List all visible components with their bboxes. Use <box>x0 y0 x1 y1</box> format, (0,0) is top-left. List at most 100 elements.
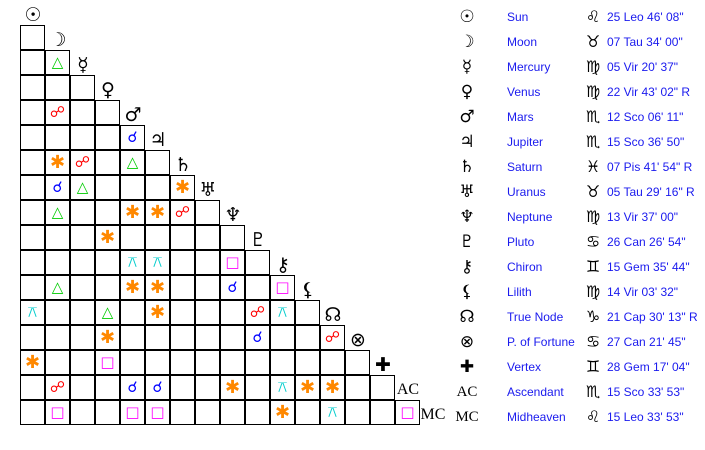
aspect-trine-icon: △ <box>95 300 120 325</box>
body-row-mercury: ☿ Mercury ♍ 05 Vir 20' 37" <box>455 55 705 80</box>
grid-cell <box>20 100 45 125</box>
grid-cell <box>120 325 145 350</box>
zodiac-sign-icon: ♓ <box>585 157 601 176</box>
aspect-sextile-icon: ✱ <box>145 275 170 300</box>
grid-cell <box>45 300 70 325</box>
grid-cell <box>245 275 270 300</box>
body-name: True Node <box>507 310 564 324</box>
aspect-square-icon: □ <box>220 250 245 275</box>
grid-cell <box>70 100 95 125</box>
grid-cell <box>195 225 220 250</box>
grid-cell <box>70 75 95 100</box>
grid-cell <box>20 250 45 275</box>
aspect-sextile-icon: ✱ <box>145 300 170 325</box>
aspect-trine-icon: △ <box>45 275 70 300</box>
grid-cell <box>295 325 320 350</box>
grid-saturn-icon: ♄ <box>174 153 192 176</box>
aspect-quincunx-icon: ⚻ <box>145 250 170 275</box>
grid-cell <box>70 225 95 250</box>
grid-cell <box>20 75 45 100</box>
grid-cell <box>345 375 370 400</box>
aspect-opposition-icon: ☍ <box>320 325 345 350</box>
grid-neptune-icon: ♆ <box>224 203 242 226</box>
ascendant-icon: AC <box>456 384 478 400</box>
grid-cell <box>70 275 95 300</box>
grid-cell <box>270 350 295 375</box>
pluto-icon: ♇ <box>459 232 475 252</box>
grid-cell <box>245 250 270 275</box>
zodiac-sign-icon: ♏ <box>585 132 601 151</box>
aspect-sextile-icon: ✱ <box>20 350 45 375</box>
grid-cell <box>245 400 270 425</box>
zodiac-sign-icon: ♊ <box>585 257 601 276</box>
grid-cell <box>20 225 45 250</box>
grid-cell <box>120 225 145 250</box>
zodiac-sign-icon: ♍ <box>585 82 601 101</box>
aspect-sextile-icon: ✱ <box>120 200 145 225</box>
zodiac-sign-icon: ♍ <box>585 282 601 301</box>
true-node-icon: ☊ <box>459 307 475 327</box>
grid-cell <box>120 175 145 200</box>
aspect-sextile-icon: ✱ <box>220 375 245 400</box>
grid-cell <box>170 325 195 350</box>
body-position: 07 Tau 34' 00" <box>607 35 683 49</box>
body-name: Pluto <box>507 235 535 249</box>
aspect-quincunx-icon: ⚻ <box>270 375 295 400</box>
grid-cell <box>195 325 220 350</box>
grid-cell <box>95 100 120 125</box>
grid-jupiter-icon: ♃ <box>149 128 167 151</box>
grid-cell <box>70 125 95 150</box>
grid-cell <box>145 175 170 200</box>
aspect-sextile-icon: ✱ <box>145 200 170 225</box>
uranus-icon: ♅ <box>459 182 475 202</box>
grid-cell <box>95 150 120 175</box>
body-name: Lilith <box>507 285 532 299</box>
aspect-sextile-icon: ✱ <box>270 400 295 425</box>
body-name: Uranus <box>507 185 546 199</box>
aspect-opposition-icon: ☍ <box>70 150 95 175</box>
grid-p-of-fortune-icon: ⊗ <box>350 328 366 351</box>
body-row-true-node: ☊ True Node ♑ 21 Cap 30' 13" R <box>455 305 705 330</box>
body-row-mars: ♂ Mars ♏ 12 Sco 06' 11" <box>455 105 705 130</box>
p-of-fortune-icon: ⊗ <box>459 332 475 352</box>
aspect-sextile-icon: ✱ <box>320 375 345 400</box>
aspect-grid: ☉ ☽ ☿ △ ♀ ♂ ☍ ♃ ☌ ♄ ✱ ☍ △ ♅ ☌ △ ✱ ♆ △ ✱ ✱ ☍ ♇ ✱ ⚷ ⚻ ⚻ □ ⚸ △ ✱ ✱ ☌ □ ☊ ⚻ △ ✱ ☍ ⚻… <box>20 5 445 425</box>
grid-cell <box>70 350 95 375</box>
grid-cell <box>170 375 195 400</box>
aspect-sextile-icon: ✱ <box>95 225 120 250</box>
grid-vertex-icon: ✚ <box>375 353 391 376</box>
mercury-icon: ☿ <box>461 57 473 77</box>
grid-cell <box>20 125 45 150</box>
grid-cell <box>345 400 370 425</box>
saturn-icon: ♄ <box>459 157 475 177</box>
zodiac-sign-icon: ♉ <box>585 32 601 51</box>
body-position: 13 Vir 37' 00" <box>607 210 679 224</box>
grid-cell <box>70 250 95 275</box>
body-name: Neptune <box>507 210 553 224</box>
aspect-opposition-icon: ☍ <box>45 100 70 125</box>
grid-cell <box>95 400 120 425</box>
grid-cell <box>245 375 270 400</box>
aspect-square-icon: □ <box>145 400 170 425</box>
body-name: Moon <box>507 35 538 49</box>
grid-cell <box>245 350 270 375</box>
aspect-opposition-icon: ☍ <box>45 375 70 400</box>
body-row-venus: ♀ Venus ♍ 22 Vir 43' 02" R <box>455 80 705 105</box>
grid-cell <box>95 275 120 300</box>
grid-cell <box>45 325 70 350</box>
body-position: 07 Pis 41' 54" R <box>607 160 693 174</box>
grid-cell <box>370 375 395 400</box>
jupiter-icon: ♃ <box>459 132 475 152</box>
grid-cell <box>95 375 120 400</box>
grid-cell <box>195 250 220 275</box>
aspect-conjunction-icon: ☌ <box>220 275 245 300</box>
venus-icon: ♀ <box>460 82 474 102</box>
grid-cell <box>220 300 245 325</box>
zodiac-sign-icon: ♏ <box>585 382 601 401</box>
grid-cell <box>370 400 395 425</box>
aspect-quincunx-icon: ⚻ <box>270 300 295 325</box>
grid-venus-icon: ♀ <box>101 78 115 101</box>
grid-cell <box>145 325 170 350</box>
aspect-quincunx-icon: ⚻ <box>20 300 45 325</box>
body-position: 22 Vir 43' 02" R <box>607 85 691 99</box>
